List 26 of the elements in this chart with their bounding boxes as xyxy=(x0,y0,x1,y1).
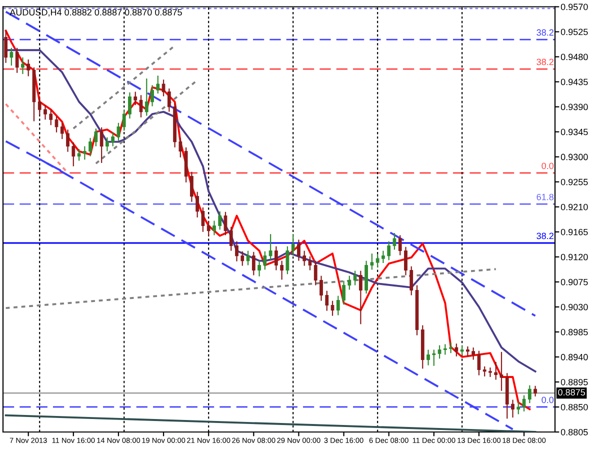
ref-line-label: 0.8875 xyxy=(558,389,586,396)
y-tick-label: 0.8985 xyxy=(560,328,588,336)
y-tick-label: 0.8895 xyxy=(560,378,588,386)
y-tick-label: 0.9435 xyxy=(560,78,588,86)
y-tick-label: 0.9570 xyxy=(560,4,588,10)
y-tick-label: 0.9075 xyxy=(560,278,588,286)
annotation: 38.2 xyxy=(536,29,554,36)
y-tick-label: 0.9525 xyxy=(560,28,588,36)
annotation: 38.2 xyxy=(536,232,554,240)
annotation: 0.0 xyxy=(542,396,554,404)
y-tick-label: 0.9120 xyxy=(560,254,588,260)
y-tick-label: 0.8940 xyxy=(560,354,588,360)
y-tick-label: 0.9255 xyxy=(560,178,588,186)
y-tick-label: 0.9165 xyxy=(560,228,588,236)
annotation: 38.2 xyxy=(536,58,554,66)
y-tick-label: 0.8850 xyxy=(560,404,588,410)
annotation: 0.0 xyxy=(542,162,554,170)
y-tick-label: 0.9345 xyxy=(560,128,588,136)
chart-title: AUDUSD,H4 0.8882 0.8887 0.8870 0.8875 xyxy=(10,9,182,17)
y-tick-label: 0.8805 xyxy=(560,428,588,436)
y-tick-label: 0.9480 xyxy=(560,54,588,60)
y-tick-label: 0.9390 xyxy=(560,104,588,110)
annotation: 61.8 xyxy=(536,194,554,200)
y-tick-label: 0.9030 xyxy=(560,304,588,310)
y-tick-label: 0.9300 xyxy=(560,154,588,160)
y-tick-label: 0.9210 xyxy=(560,204,588,210)
